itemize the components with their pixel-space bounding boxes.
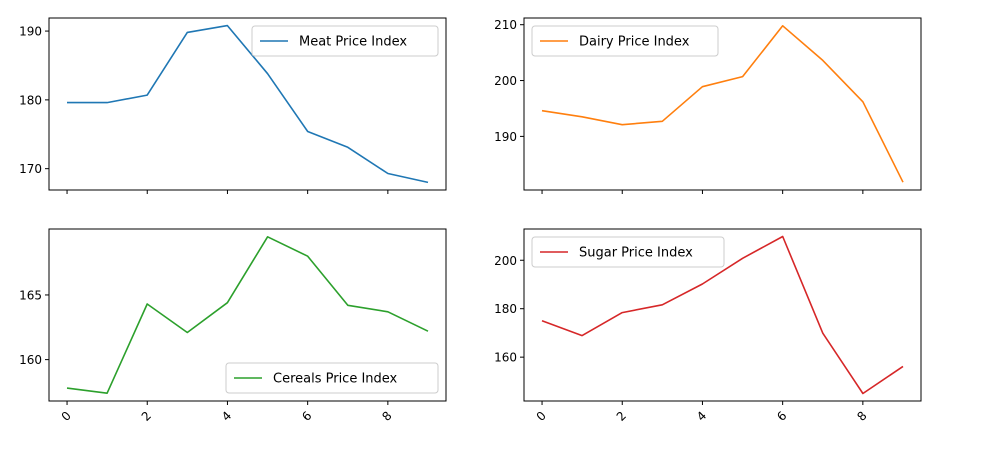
x-tick-label: 6 [774,409,789,424]
sugar-price-index-line [541,235,904,395]
dairy-price-index-line [541,24,904,183]
legend-box [251,25,439,57]
subplot-4: 160 180 200 0 2 4 6 8 Sugar Price Index [494,228,922,424]
legend-box [531,236,725,268]
axes-frame [523,17,922,191]
legend: Cereals Price Index [225,362,439,394]
legend-box [531,25,719,57]
axes-frame [48,228,447,402]
x-tick-label: 0 [534,409,549,424]
y-tick-label: 200 [494,74,517,88]
legend: Meat Price Index [251,25,439,57]
y-tick-label: 200 [494,254,517,268]
x-tick-label: 4 [219,409,234,424]
legend-label: Meat Price Index [299,35,407,50]
y-tick-label: 190 [19,25,42,39]
y-tick-label: 170 [19,162,42,176]
legend-label: Dairy Price Index [579,35,690,50]
x-tick-label: 0 [59,409,74,424]
legend-label: Cereals Price Index [273,372,398,387]
y-tick-label: 160 [19,353,42,367]
y-tick-label: 210 [494,18,517,32]
meat-price-index-line [67,24,429,184]
y-tick-label: 190 [494,130,517,144]
x-tick-label: 8 [854,409,869,424]
x-tick-label: 4 [694,409,709,424]
x-tick-label: 2 [139,409,154,424]
subplot-3: 160 165 0 2 4 6 8 Cereals Price Index [19,228,447,424]
legend-box [225,362,439,394]
y-tick-label: 180 [19,93,42,107]
subplot-2: 190 200 210 Dairy Price Index [494,17,922,194]
axes-frame [523,228,922,402]
cereals-price-index-line [66,236,429,395]
y-tick-label: 180 [494,302,517,316]
legend: Sugar Price Index [531,236,725,268]
legend-label: Sugar Price Index [579,246,693,261]
legend: Dairy Price Index [531,25,719,57]
axes-frame [48,17,447,191]
x-tick-label: 2 [614,409,629,424]
y-tick-label: 160 [494,351,517,365]
y-tick-label: 165 [19,288,42,302]
x-tick-label: 6 [299,409,314,424]
subplot-1: 170 180 190 Meat Price Index [19,17,447,194]
x-tick-label: 8 [379,409,394,424]
